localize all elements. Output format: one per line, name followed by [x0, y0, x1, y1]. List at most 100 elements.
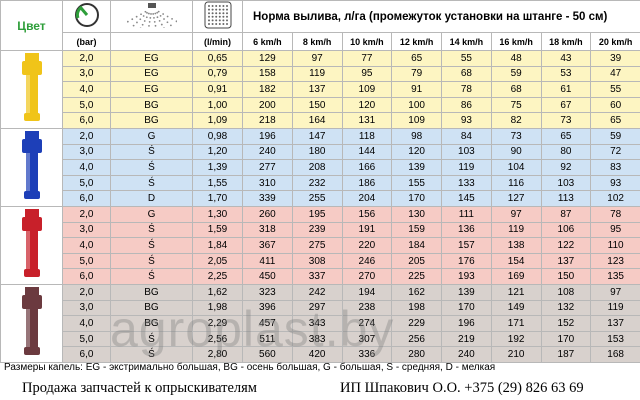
cell: 59: [590, 128, 640, 145]
cell: 144: [341, 143, 393, 161]
cell: 97: [490, 206, 542, 223]
cell: D: [110, 190, 193, 207]
data-row: 5,0 BG 1,00 200 150 120 100 86 75 67 60: [0, 96, 640, 114]
cell: 2,0: [62, 128, 111, 145]
cell: 182: [242, 81, 293, 98]
cell: 150: [540, 268, 592, 285]
cell: 200: [242, 96, 293, 114]
cell: 411: [242, 252, 293, 270]
data-row: 3,0 BG 1,98 396 297 238 198 170 149 132 119: [0, 299, 640, 317]
cell: 120: [341, 96, 393, 114]
cell: 255: [291, 190, 343, 207]
data-row: 4,0 BG 2,29 457 343 274 229 196 171 152 137: [0, 315, 640, 332]
cell: 3,0: [62, 65, 111, 83]
cell: 113: [540, 190, 592, 207]
cell: 1,55: [192, 174, 243, 192]
cell: 86: [441, 96, 492, 114]
cell: 1,59: [192, 221, 243, 239]
cell: Ś: [110, 346, 193, 363]
nozzle-image: [21, 131, 42, 199]
spray-icon-cell: [110, 0, 193, 33]
unit-drop: [110, 32, 193, 51]
data-row: 2,0 G 1,30 260 195 156 130 111 97 87 78: [0, 206, 640, 285]
cell: 232: [291, 174, 343, 192]
cell: 246: [341, 252, 393, 270]
cell: 170: [391, 190, 442, 207]
cell: 270: [341, 268, 393, 285]
cell: 98: [391, 128, 442, 145]
cell: 157: [441, 237, 492, 254]
cell: 198: [391, 299, 442, 317]
cell: BG: [110, 315, 193, 332]
cell: 91: [391, 81, 442, 98]
cell: 155: [391, 174, 442, 192]
cell: 297: [291, 299, 343, 317]
cell: Ś: [110, 174, 193, 192]
cell: 0,79: [192, 65, 243, 83]
cell: 2,29: [192, 315, 243, 332]
cell: EG: [110, 65, 193, 83]
cell: 6,0: [62, 112, 111, 129]
cell: Ś: [110, 221, 193, 239]
cell: 191: [341, 221, 393, 239]
cell: 110: [590, 237, 640, 254]
nozzle-icon-cell: [192, 0, 243, 33]
data-row: 5,0 Ś 2,56 511 383 307 256 219 192 170 153: [0, 330, 640, 348]
cell: 72: [590, 143, 640, 161]
cell: 339: [242, 190, 293, 207]
data-row: 2,0 BG 1,62 323 242 194 162 139 121 108 97: [0, 284, 640, 363]
data-row: 6,0 D 1,70 339 255 204 170 145 127 113 102: [0, 190, 640, 207]
cell: 6,0: [62, 346, 111, 363]
cell: 0,91: [192, 81, 243, 98]
cell: 116: [490, 174, 542, 192]
cell: 367: [242, 237, 293, 254]
data-row: 4,0 Ś 1,84 367 275 220 184 157 138 122 110: [0, 237, 640, 254]
cell: 176: [441, 252, 492, 270]
cell: 122: [540, 237, 592, 254]
speed-header: 18 km/h: [540, 32, 592, 51]
cell: Ś: [110, 143, 193, 161]
cell: 1,84: [192, 237, 243, 254]
cell: 2,0: [62, 50, 111, 67]
cell: 136: [441, 221, 492, 239]
cell: 204: [341, 190, 393, 207]
flow-table: Цвет Норма вылива, л/га (промежуток устан…: [0, 0, 640, 363]
data-row: 2,0 G 0,98 196 147 118 98 84 73 65 59: [0, 128, 640, 207]
cell: 5,0: [62, 174, 111, 192]
cell: 1,09: [192, 112, 243, 129]
cell: 145: [441, 190, 492, 207]
cell: 170: [441, 299, 492, 317]
speed-header: 6 km/h: [242, 32, 293, 51]
cell: 97: [590, 284, 640, 301]
cell: 47: [590, 65, 640, 83]
cell: 103: [441, 143, 492, 161]
cell: 180: [291, 143, 343, 161]
cell: 171: [490, 315, 542, 332]
cell: 131: [341, 112, 393, 129]
cell: 83: [590, 159, 640, 176]
cell: BG: [110, 284, 193, 301]
cell: BG: [110, 112, 193, 129]
cell: 195: [291, 206, 343, 223]
cell: 4,0: [62, 81, 111, 98]
data-row: 5,0 Ś 1,55 310 232 186 155 133 116 103 93: [0, 174, 640, 192]
cell: 77: [341, 50, 393, 67]
data-row: 3,0 Ś 1,59 318 239 191 159 136 119 106 95: [0, 221, 640, 239]
cell: 111: [441, 206, 492, 223]
cell: 130: [391, 206, 442, 223]
cell: 3,0: [62, 221, 111, 239]
cell: 5,0: [62, 96, 111, 114]
cell: Ś: [110, 268, 193, 285]
cell: 84: [441, 128, 492, 145]
cell: 147: [291, 128, 343, 145]
cell: 170: [540, 330, 592, 348]
cell: 2,05: [192, 252, 243, 270]
cell: 100: [391, 96, 442, 114]
cell: G: [110, 206, 193, 223]
cell: 337: [291, 268, 343, 285]
cell: 75: [490, 96, 542, 114]
nozzle-cell: [0, 284, 63, 363]
cell: 104: [490, 159, 542, 176]
cell: 97: [291, 50, 343, 67]
cell: EG: [110, 81, 193, 98]
